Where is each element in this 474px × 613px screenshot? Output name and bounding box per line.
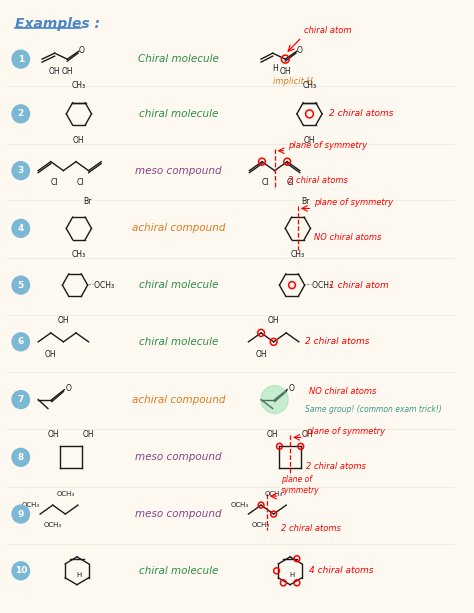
- Text: plane of symmetry: plane of symmetry: [288, 141, 367, 150]
- Text: NO chiral atoms: NO chiral atoms: [314, 234, 382, 242]
- Circle shape: [12, 562, 29, 580]
- Text: meso compound: meso compound: [136, 509, 222, 519]
- Text: chiral molecule: chiral molecule: [139, 337, 219, 347]
- Text: plane of
symmetry: plane of symmetry: [282, 475, 320, 495]
- Text: OH: OH: [48, 430, 60, 440]
- Circle shape: [12, 333, 29, 351]
- Text: OH: OH: [49, 67, 61, 76]
- Text: OH: OH: [268, 316, 280, 325]
- Text: OH: OH: [57, 316, 69, 325]
- Text: OH: OH: [280, 67, 291, 76]
- Text: meso compound: meso compound: [136, 166, 222, 175]
- Text: 8: 8: [18, 453, 24, 462]
- Text: 2 chiral atoms: 2 chiral atoms: [329, 109, 393, 118]
- Text: CH₃: CH₃: [302, 81, 317, 90]
- Text: OH: OH: [304, 135, 315, 145]
- Text: Cl: Cl: [77, 178, 84, 186]
- Circle shape: [12, 105, 29, 123]
- Text: OH: OH: [45, 350, 56, 359]
- Text: 4 chiral atoms: 4 chiral atoms: [310, 566, 374, 575]
- Text: ···OCH₃: ···OCH₃: [88, 281, 115, 289]
- Text: H: H: [273, 64, 278, 73]
- Text: Same group! (common exam trick!): Same group! (common exam trick!): [305, 405, 441, 414]
- Circle shape: [12, 505, 29, 523]
- Text: 3: 3: [18, 166, 24, 175]
- Text: meso compound: meso compound: [136, 452, 222, 462]
- Circle shape: [261, 386, 288, 414]
- Text: Br: Br: [83, 197, 91, 207]
- Text: Chiral molecule: Chiral molecule: [138, 54, 219, 64]
- Text: 4: 4: [18, 224, 24, 233]
- Text: CH₃: CH₃: [291, 250, 305, 259]
- Text: OH: OH: [73, 135, 85, 145]
- Text: OCH₃: OCH₃: [230, 502, 248, 508]
- Text: OH: OH: [302, 430, 313, 440]
- Text: OH: OH: [255, 350, 267, 359]
- Text: OCH₃: OCH₃: [56, 491, 74, 497]
- Text: chiral molecule: chiral molecule: [139, 566, 219, 576]
- Text: Examples :: Examples :: [15, 17, 100, 31]
- Text: 2 chiral atoms: 2 chiral atoms: [282, 524, 341, 533]
- Text: OH: OH: [62, 67, 73, 76]
- Text: chiral atom: chiral atom: [304, 26, 351, 35]
- Text: OH: OH: [83, 430, 94, 440]
- Text: O: O: [79, 45, 85, 55]
- Text: 2: 2: [18, 109, 24, 118]
- Circle shape: [12, 390, 29, 408]
- Text: chiral molecule: chiral molecule: [139, 280, 219, 290]
- Text: 9: 9: [18, 509, 24, 519]
- Text: Cl: Cl: [261, 178, 269, 186]
- Text: 5: 5: [18, 281, 24, 289]
- Text: implicit H: implicit H: [273, 77, 312, 86]
- Text: 2 chiral atoms: 2 chiral atoms: [306, 462, 365, 471]
- Text: OCH₃: OCH₃: [252, 522, 270, 528]
- Circle shape: [12, 50, 29, 68]
- Text: O: O: [65, 384, 71, 393]
- Text: Cl: Cl: [51, 178, 58, 186]
- Text: 1: 1: [18, 55, 24, 64]
- Text: plane of symmetry: plane of symmetry: [314, 199, 393, 207]
- Text: chiral molecule: chiral molecule: [139, 109, 219, 119]
- Text: 2 chiral atoms: 2 chiral atoms: [288, 175, 348, 185]
- Text: 2 chiral atoms: 2 chiral atoms: [305, 337, 369, 346]
- Text: Cl: Cl: [286, 178, 294, 186]
- Text: ···OCH₃: ···OCH₃: [305, 281, 332, 289]
- Text: CH₃: CH₃: [72, 250, 86, 259]
- Text: Br: Br: [302, 197, 310, 207]
- Text: O: O: [288, 384, 294, 393]
- Circle shape: [12, 219, 29, 237]
- Text: H: H: [76, 572, 82, 578]
- Text: OCH₃: OCH₃: [44, 522, 62, 528]
- Text: OCH₃: OCH₃: [264, 491, 283, 497]
- Text: OH: OH: [267, 430, 279, 440]
- Text: 7: 7: [18, 395, 24, 404]
- Text: OCH₃: OCH₃: [22, 502, 40, 508]
- Text: achiral compound: achiral compound: [132, 223, 226, 234]
- Text: NO chiral atoms: NO chiral atoms: [310, 387, 377, 396]
- Circle shape: [12, 276, 29, 294]
- Text: H: H: [290, 572, 295, 578]
- Text: 1 chiral atom: 1 chiral atom: [329, 281, 389, 289]
- Text: plane of symmetry: plane of symmetry: [306, 427, 385, 436]
- Text: O: O: [297, 45, 303, 55]
- Text: 10: 10: [15, 566, 27, 575]
- Text: 6: 6: [18, 337, 24, 346]
- Text: CH₃: CH₃: [72, 81, 86, 90]
- Circle shape: [12, 162, 29, 180]
- Text: achiral compound: achiral compound: [132, 395, 226, 405]
- Circle shape: [12, 448, 29, 466]
